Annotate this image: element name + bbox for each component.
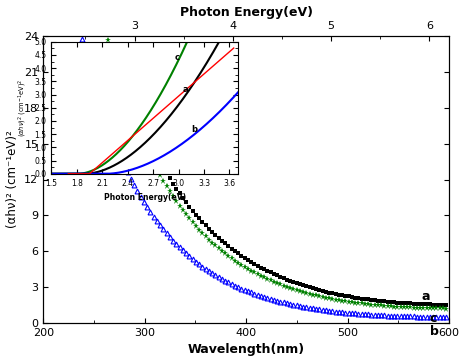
X-axis label: Wavelength(nm): Wavelength(nm) [187,344,305,357]
Text: b: b [430,324,438,337]
Y-axis label: (αhν)² (cm⁻¹eV)²: (αhν)² (cm⁻¹eV)² [6,131,19,228]
Text: c: c [430,312,437,325]
X-axis label: Photon Energy(eV): Photon Energy(eV) [179,5,312,18]
Text: a: a [422,290,430,303]
